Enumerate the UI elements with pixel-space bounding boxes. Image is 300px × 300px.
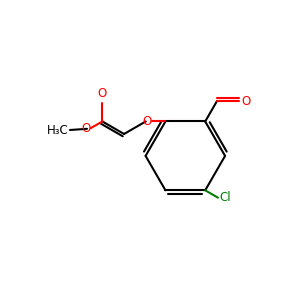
Text: H₃C: H₃C bbox=[47, 124, 68, 136]
Text: Cl: Cl bbox=[219, 191, 231, 204]
Text: O: O bbox=[98, 87, 107, 100]
Text: O: O bbox=[241, 94, 250, 108]
Text: O: O bbox=[81, 122, 91, 135]
Text: O: O bbox=[142, 115, 152, 128]
